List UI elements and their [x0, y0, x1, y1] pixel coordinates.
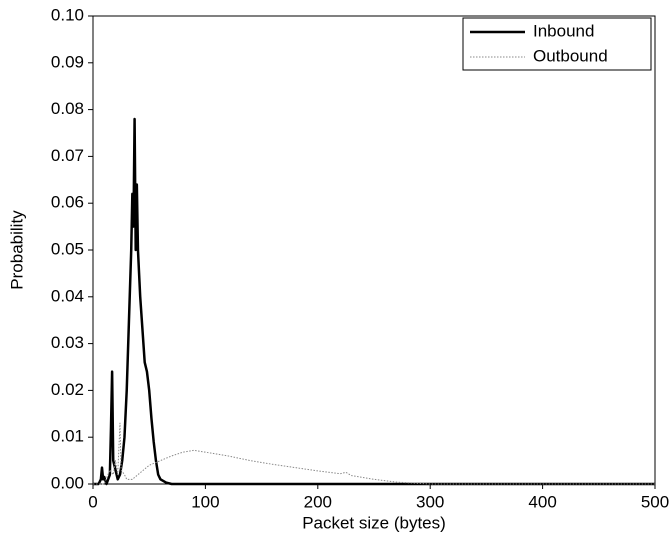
series-line: [93, 117, 655, 486]
x-axis-label: Packet size (bytes): [302, 513, 446, 532]
series-line: [93, 422, 655, 485]
x-tick-label: 500: [641, 492, 669, 511]
y-tick-label: 0.08: [51, 99, 84, 118]
y-tick-label: 0.05: [51, 239, 84, 258]
x-tick-label: 0: [88, 492, 97, 511]
y-tick-label: 0.06: [51, 193, 84, 212]
legend-label: Inbound: [533, 21, 594, 40]
y-tick-label: 0.07: [51, 146, 84, 165]
plot-frame: [92, 15, 656, 485]
x-tick-label: 300: [416, 492, 444, 511]
legend-box: [462, 17, 652, 71]
legend-label: Outbound: [533, 46, 608, 65]
y-axis-label: Probability: [7, 210, 26, 290]
x-tick-label: 100: [191, 492, 219, 511]
y-tick-label: 0.10: [51, 5, 84, 24]
y-tick-label: 0.01: [51, 427, 84, 446]
y-tick-label: 0.03: [51, 333, 84, 352]
y-tick-label: 0.00: [51, 473, 84, 492]
y-tick-label: 0.04: [51, 286, 84, 305]
y-tick-label: 0.09: [51, 52, 84, 71]
x-tick-label: 200: [304, 492, 332, 511]
x-tick-label: 400: [528, 492, 556, 511]
y-tick-label: 0.02: [51, 380, 84, 399]
